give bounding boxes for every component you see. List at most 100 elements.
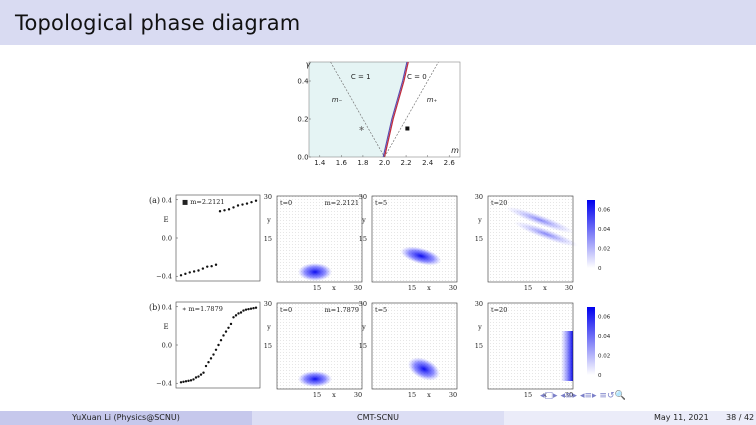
heatmap-b-1-time-label: t=5 (375, 306, 387, 314)
spectrum-a-lower-band-point (192, 270, 196, 273)
spectrum-b-energy-point (222, 334, 225, 337)
heatmap-a-0-y-tick-top: 30 (264, 193, 272, 201)
spectrum-a-lower-band-point (201, 267, 205, 270)
spectrum-b-energy-point (209, 357, 213, 360)
nav-search-icon[interactable]: 🔍 (614, 391, 626, 401)
nav-next-frame-icon[interactable]: ▸ (553, 391, 558, 401)
colorbar-a-tick: 0.06 (598, 208, 611, 214)
region-label-c0: C = 0 (407, 73, 427, 81)
nav-prev-subsection-icon[interactable]: ◂ (579, 391, 585, 401)
y-tick-label: 0.0 (297, 154, 308, 162)
heatmap-a-0-time-label: t=0 (280, 199, 292, 207)
spectrum-a-lower-band-point (188, 271, 191, 274)
spectrum-b-energy-point (189, 379, 193, 382)
heatmap-a-2-x-tick-right: 30 (565, 284, 573, 292)
footer-institution: CMT-SCNU (252, 411, 504, 425)
heatmap-b-1-y-tick-top: 30 (359, 300, 367, 308)
x-axis-label: m (451, 146, 459, 155)
heatmap-a-0-y-label: y (266, 216, 271, 224)
nav-prev-frame-icon[interactable]: □ (544, 391, 554, 401)
spectrum-b-tick-label: 0.4 (162, 303, 172, 311)
heatmap-b-0-mass-label: m=1.7879 (325, 306, 359, 314)
beamer-nav-bar[interactable]: ◂□▸ ◂≡▸ ◂≡▸ ≡↺🔍 (540, 391, 626, 401)
spectrum-b-energy-point (242, 309, 245, 312)
spectrum-b-energy-point (249, 307, 253, 310)
point-square-m-2.2121 (405, 126, 410, 131)
spectrum-a-upper-band-point (232, 206, 235, 209)
heatmap-a-1-y-tick-top: 30 (359, 193, 367, 201)
spectrum-a-lower-band-point (184, 272, 187, 276)
spectrum-b-legend: ∗ m=1.7879 (182, 305, 223, 313)
spectrum-b-energy-point (247, 307, 250, 311)
spectrum-b-tick-label: −0.4 (156, 380, 172, 388)
point-star-m-1.7879: ∗ (358, 124, 365, 133)
heatmap-a-2-frame (487, 195, 574, 283)
spectrum-b-energy-point (194, 376, 198, 379)
heatmap-b-1-x-tick-right: 30 (449, 391, 457, 399)
spectrum-b-energy-point (182, 380, 185, 383)
spectrum-b-e-label: E (163, 323, 168, 331)
heatmap-b-1-y-label: y (361, 323, 366, 331)
heatmap-a-0-y-tick-mid: 15 (264, 235, 272, 243)
heatmap-a-0-frame (276, 195, 363, 283)
heatmap-b-1-x-label: x (427, 391, 431, 399)
m-plus-line (384, 61, 439, 158)
nav-subsection-icon[interactable]: ≡ (584, 391, 593, 401)
heatmap-a-0-x-tick-mid: 15 (313, 284, 321, 292)
footer-date: May 11, 2021 (654, 413, 709, 422)
heatmap-b-1-x-tick-mid: 15 (408, 391, 416, 399)
y-tick-label: 0.4 (297, 78, 309, 86)
spectrum-a-lower-band-point (179, 274, 183, 277)
colorbar-a (587, 200, 595, 268)
heatmap-b-2-x-tick-right: 30 (565, 391, 573, 399)
colorbar-b-tick: 0 (598, 373, 602, 379)
spectrum-a-lower-band-point (210, 264, 213, 268)
heatmap-a-2-y-tick-top: 30 (475, 193, 483, 201)
nav-next-section-icon[interactable]: ▸ (572, 391, 578, 401)
footer-page-number: 38 / 42 (726, 413, 755, 422)
x-tick-label: 1.8 (357, 159, 368, 167)
heatmap-b-2-edge-state (561, 331, 573, 381)
heatmap-b-2-frame (487, 302, 574, 390)
spectrum-b-energy-point (254, 306, 258, 309)
heatmap-a-2-x-label: x (543, 284, 547, 292)
heatmap-b-2-x-tick-mid: 15 (524, 391, 532, 399)
m-minus-line (330, 61, 385, 158)
heatmap-b-0-x-label: x (332, 391, 336, 399)
spectrum-a-tick-label: 0.4 (162, 196, 172, 204)
colorbar-a-tick: 0 (598, 266, 602, 272)
heatmap-a-1-x-label: x (427, 284, 431, 292)
footer: YuXuan Li (Physics@SCNU) CMT-SCNU May 11… (0, 411, 756, 425)
nav-back-icon[interactable]: ↺ (606, 391, 615, 401)
spectrum-a-upper-band-point (218, 210, 222, 213)
spectrum-b-energy-point (229, 322, 233, 326)
heatmap-b-1-frame (371, 302, 458, 390)
heatmap-a-2-x-tick-mid: 15 (524, 284, 532, 292)
nav-section-icon[interactable]: ≡ (564, 391, 573, 401)
spectrum-b-energy-point (212, 353, 215, 356)
spectrum-a-tick-label: 0.0 (162, 235, 172, 243)
spectrum-a-lower-band-point (197, 269, 200, 272)
nav-next-subsection-icon[interactable]: ▸ (592, 391, 597, 401)
heatmap-a-0-x-tick-right: 30 (354, 284, 362, 292)
heatmap-a-2-y-tick-mid: 15 (475, 235, 483, 243)
nav-prev-section-icon[interactable]: ◂ (560, 391, 565, 401)
heatmap-b-2-grid (488, 303, 573, 389)
x-tick-label: 1.4 (314, 159, 326, 167)
heatmap-b-1-wavepacket (408, 357, 440, 381)
heatmap-a-1-x-tick-mid: 15 (408, 284, 416, 292)
nav-align-icon[interactable]: ≡ (599, 391, 607, 401)
heatmap-b-0-y-tick-mid: 15 (264, 342, 272, 350)
spectrum-b-energy-point (179, 381, 183, 384)
heatmap-b-2-time-label: t=20 (491, 306, 507, 314)
spectrum-a-legend: ■ m=2.2121 (182, 198, 225, 206)
heatmap-a-1-grid (372, 196, 457, 282)
nav-first-icon[interactable]: ◂ (540, 391, 545, 401)
heatmap-b-2-y-tick-mid: 15 (475, 342, 483, 350)
heatmap-b-2-x-label: x (543, 391, 547, 399)
spectrum-a-upper-band-point (241, 203, 244, 206)
heatmap-a-1-time-label: t=5 (375, 199, 387, 207)
y-axis-label: γ (306, 60, 312, 69)
spectrum-b-energy-point (214, 348, 218, 351)
line-label-m-minus: m₋ (332, 96, 343, 104)
